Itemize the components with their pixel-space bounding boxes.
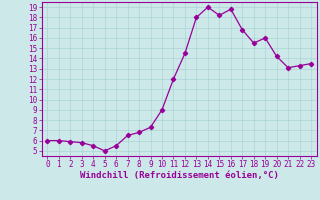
- X-axis label: Windchill (Refroidissement éolien,°C): Windchill (Refroidissement éolien,°C): [80, 171, 279, 180]
